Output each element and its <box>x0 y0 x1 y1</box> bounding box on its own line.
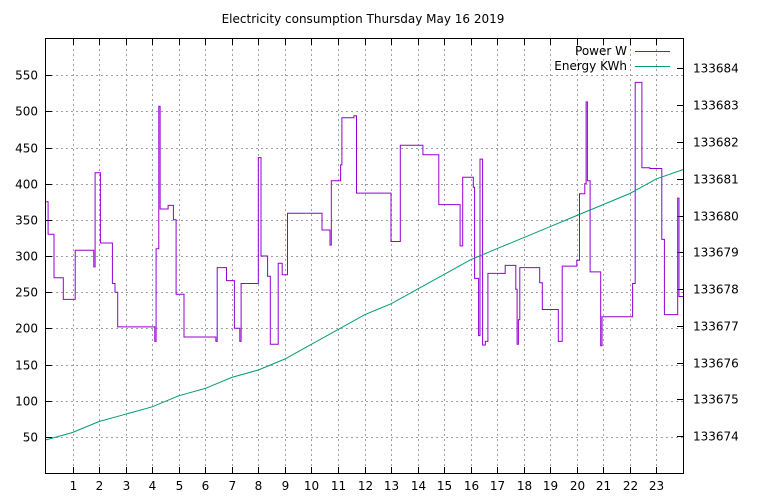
y2-tick-label: 133680 <box>693 210 739 224</box>
x-tick-label: 4 <box>149 479 157 493</box>
y-tick-label: 50 <box>23 431 38 445</box>
legend-label-0: Power W <box>575 44 627 58</box>
x-tick-label: 7 <box>229 479 237 493</box>
x-tick-label: 1 <box>70 479 78 493</box>
y-tick-label: 250 <box>15 286 38 300</box>
series-layer <box>45 81 684 441</box>
y-tick-label: 200 <box>15 322 38 336</box>
x-tick-label: 14 <box>411 479 426 493</box>
x-tick-label: 3 <box>123 479 131 493</box>
x-tick-label: 22 <box>623 479 638 493</box>
y2-tick-label: 133682 <box>693 136 739 150</box>
y-tick-label: 550 <box>15 69 38 83</box>
x-tick-label: 12 <box>358 479 373 493</box>
y-tick-label: 150 <box>15 359 38 373</box>
y2-tick-label: 133679 <box>693 246 739 260</box>
y-tick-label: 500 <box>15 105 38 119</box>
chart-title: Electricity consumption Thursday May 16 … <box>222 12 505 26</box>
x-tick-label: 10 <box>304 479 319 493</box>
axes: 1 2 3 4 5 6 7 8 9 10 11 12 13 14 15 16 17 18 19 20 21 22 23501… <box>15 39 739 493</box>
y2-tick-label: 133675 <box>693 393 739 407</box>
x-tick-label: 23 <box>649 479 664 493</box>
x-tick-label: 2 <box>96 479 104 493</box>
x-tick-label: 13 <box>384 479 399 493</box>
y2-tick-label: 133677 <box>693 320 739 334</box>
plot-frame <box>45 38 684 474</box>
x-tick-label: 16 <box>464 479 479 493</box>
x-tick-label: 19 <box>543 479 558 493</box>
x-tick-label: 8 <box>255 479 263 493</box>
grid <box>46 39 683 473</box>
y2-tick-label: 133678 <box>693 283 739 297</box>
y2-tick-label: 133674 <box>693 430 739 444</box>
series-line-0 <box>46 81 683 347</box>
x-tick-label: 9 <box>282 479 290 493</box>
legend-label-1: Energy KWh <box>554 59 627 73</box>
x-tick-label: 20 <box>570 479 585 493</box>
x-tick-label: 6 <box>202 479 210 493</box>
x-tick-label: 17 <box>490 479 505 493</box>
y-tick-label: 400 <box>15 178 38 192</box>
x-tick-label: 11 <box>331 479 346 493</box>
series-line-1 <box>45 169 684 441</box>
y-tick-label: 300 <box>15 250 38 264</box>
y-tick-label: 350 <box>15 214 38 228</box>
x-tick-label: 5 <box>176 479 184 493</box>
y2-tick-label: 133681 <box>693 173 739 187</box>
y2-tick-label: 133683 <box>693 99 739 113</box>
y2-tick-label: 133684 <box>693 62 739 76</box>
y-tick-label: 450 <box>15 142 38 156</box>
y2-tick-label: 133676 <box>693 357 739 371</box>
y-tick-label: 100 <box>15 395 38 409</box>
x-tick-label: 21 <box>596 479 611 493</box>
x-tick-label: 18 <box>517 479 532 493</box>
x-tick-label: 15 <box>437 479 452 493</box>
